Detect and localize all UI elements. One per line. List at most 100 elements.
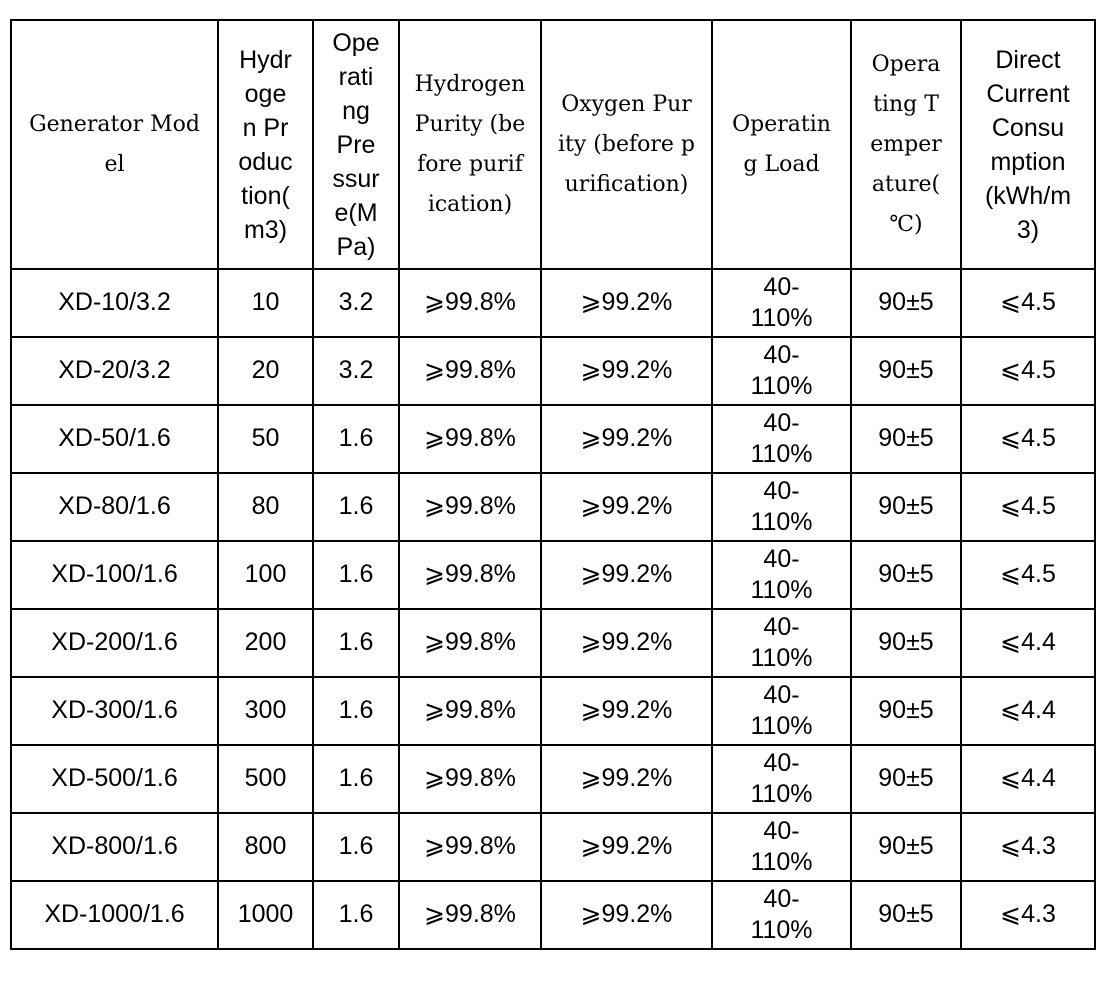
cell-oxygen-purity: ⩾99.2%	[540, 404, 713, 474]
cell-operating-load: 40- 110%	[711, 812, 852, 882]
cell-pressure: 1.6	[312, 472, 400, 542]
table-row: XD-1000/1.6 1000 1.6 ⩾99.8% ⩾99.2% 40- 110% 90…	[10, 880, 1096, 950]
cell-operating-load: 40- 110%	[711, 608, 852, 678]
header-hydrogen-purity: Hydrogen Purity (be fore purif ication)	[398, 19, 542, 270]
cell-operating-load: 40- 110%	[711, 268, 852, 338]
table-row: XD-10/3.2 10 3.2 ⩾99.8% ⩾99.2% 40- 110% 90±5 ⩽4…	[10, 268, 1096, 338]
cell-oxygen-purity: ⩾99.2%	[540, 676, 713, 746]
cell-dc-consumption: ⩽4.3	[960, 812, 1096, 882]
cell-temperature: 90±5	[850, 540, 962, 610]
cell-temperature: 90±5	[850, 744, 962, 814]
cell-hydrogen-purity: ⩾99.8%	[398, 540, 542, 610]
cell-production: 200	[217, 608, 314, 678]
cell-dc-consumption: ⩽4.4	[960, 608, 1096, 678]
table-row: XD-20/3.2 20 3.2 ⩾99.8% ⩾99.2% 40- 110% 90±5 ⩽4…	[10, 336, 1096, 406]
cell-temperature: 90±5	[850, 880, 962, 950]
cell-dc-consumption: ⩽4.4	[960, 676, 1096, 746]
cell-model: XD-300/1.6	[10, 676, 219, 746]
cell-pressure: 1.6	[312, 608, 400, 678]
cell-oxygen-purity: ⩾99.2%	[540, 540, 713, 610]
cell-pressure: 1.6	[312, 812, 400, 882]
cell-pressure: 1.6	[312, 540, 400, 610]
cell-temperature: 90±5	[850, 404, 962, 474]
header-operating-load: Operatin g Load	[711, 19, 852, 270]
cell-production: 800	[217, 812, 314, 882]
cell-hydrogen-purity: ⩾99.8%	[398, 472, 542, 542]
cell-operating-load: 40- 110%	[711, 336, 852, 406]
cell-hydrogen-purity: ⩾99.8%	[398, 812, 542, 882]
cell-hydrogen-purity: ⩾99.8%	[398, 404, 542, 474]
cell-pressure: 1.6	[312, 676, 400, 746]
cell-oxygen-purity: ⩾99.2%	[540, 880, 713, 950]
cell-operating-load: 40- 110%	[711, 744, 852, 814]
table-row: XD-300/1.6 300 1.6 ⩾99.8% ⩾99.2% 40- 110% 90±5…	[10, 676, 1096, 746]
cell-model: XD-100/1.6	[10, 540, 219, 610]
cell-hydrogen-purity: ⩾99.8%	[398, 744, 542, 814]
cell-model: XD-20/3.2	[10, 336, 219, 406]
cell-temperature: 90±5	[850, 676, 962, 746]
generator-spec-table: Generator Mod el Hydr oge n Pr oduc tion…	[10, 19, 1096, 950]
cell-operating-load: 40- 110%	[711, 540, 852, 610]
cell-hydrogen-purity: ⩾99.8%	[398, 676, 542, 746]
cell-dc-consumption: ⩽4.5	[960, 404, 1096, 474]
header-operating-temperature: Opera ting T emper ature( ℃)	[850, 19, 962, 270]
cell-pressure: 1.6	[312, 880, 400, 950]
cell-production: 20	[217, 336, 314, 406]
cell-operating-load: 40- 110%	[711, 472, 852, 542]
cell-production: 1000	[217, 880, 314, 950]
cell-hydrogen-purity: ⩾99.8%	[398, 336, 542, 406]
cell-production: 100	[217, 540, 314, 610]
cell-hydrogen-purity: ⩾99.8%	[398, 608, 542, 678]
cell-temperature: 90±5	[850, 608, 962, 678]
cell-oxygen-purity: ⩾99.2%	[540, 812, 713, 882]
cell-operating-load: 40- 110%	[711, 404, 852, 474]
cell-dc-consumption: ⩽4.5	[960, 472, 1096, 542]
header-dc-consumption: Direct Current Consu mption (kWh/m 3)	[960, 19, 1096, 270]
cell-model: XD-10/3.2	[10, 268, 219, 338]
table-row: XD-800/1.6 800 1.6 ⩾99.8% ⩾99.2% 40- 110% 90±5…	[10, 812, 1096, 882]
header-hydrogen-production: Hydr oge n Pr oduc tion( m3)	[217, 19, 314, 270]
cell-model: XD-500/1.6	[10, 744, 219, 814]
cell-oxygen-purity: ⩾99.2%	[540, 608, 713, 678]
cell-model: XD-80/1.6	[10, 472, 219, 542]
header-row: Generator Mod el Hydr oge n Pr oduc tion…	[10, 19, 1096, 270]
cell-operating-load: 40- 110%	[711, 880, 852, 950]
cell-temperature: 90±5	[850, 472, 962, 542]
cell-dc-consumption: ⩽4.5	[960, 540, 1096, 610]
table-row: XD-200/1.6 200 1.6 ⩾99.8% ⩾99.2% 40- 110% 90±5…	[10, 608, 1096, 678]
cell-hydrogen-purity: ⩾99.8%	[398, 880, 542, 950]
cell-pressure: 3.2	[312, 336, 400, 406]
cell-dc-consumption: ⩽4.3	[960, 880, 1096, 950]
table-body: XD-10/3.2 10 3.2 ⩾99.8% ⩾99.2% 40- 110% 90±5 ⩽4…	[10, 268, 1096, 950]
table-row: XD-80/1.6 80 1.6 ⩾99.8% ⩾99.2% 40- 110% 90±5 ⩽4…	[10, 472, 1096, 542]
cell-oxygen-purity: ⩾99.2%	[540, 744, 713, 814]
cell-pressure: 3.2	[312, 268, 400, 338]
cell-production: 80	[217, 472, 314, 542]
cell-pressure: 1.6	[312, 744, 400, 814]
cell-production: 50	[217, 404, 314, 474]
header-oxygen-purity: Oxygen Pur ity (before p urification)	[540, 19, 713, 270]
cell-model: XD-200/1.6	[10, 608, 219, 678]
header-generator-model: Generator Mod el	[10, 19, 219, 270]
cell-oxygen-purity: ⩾99.2%	[540, 472, 713, 542]
cell-hydrogen-purity: ⩾99.8%	[398, 268, 542, 338]
cell-dc-consumption: ⩽4.5	[960, 268, 1096, 338]
cell-model: XD-800/1.6	[10, 812, 219, 882]
cell-oxygen-purity: ⩾99.2%	[540, 268, 713, 338]
cell-oxygen-purity: ⩾99.2%	[540, 336, 713, 406]
cell-model: XD-50/1.6	[10, 404, 219, 474]
table-row: XD-500/1.6 500 1.6 ⩾99.8% ⩾99.2% 40- 110% 90±5…	[10, 744, 1096, 814]
cell-operating-load: 40- 110%	[711, 676, 852, 746]
cell-production: 500	[217, 744, 314, 814]
cell-model: XD-1000/1.6	[10, 880, 219, 950]
cell-dc-consumption: ⩽4.5	[960, 336, 1096, 406]
cell-temperature: 90±5	[850, 812, 962, 882]
table-row: XD-50/1.6 50 1.6 ⩾99.8% ⩾99.2% 40- 110% 90±5 ⩽4…	[10, 404, 1096, 474]
cell-dc-consumption: ⩽4.4	[960, 744, 1096, 814]
cell-temperature: 90±5	[850, 268, 962, 338]
cell-production: 300	[217, 676, 314, 746]
cell-temperature: 90±5	[850, 336, 962, 406]
table-row: XD-100/1.6 100 1.6 ⩾99.8% ⩾99.2% 40- 110% 90±5…	[10, 540, 1096, 610]
header-operating-pressure: Ope rati ng Pre ssur e(M Pa)	[312, 19, 400, 270]
cell-production: 10	[217, 268, 314, 338]
